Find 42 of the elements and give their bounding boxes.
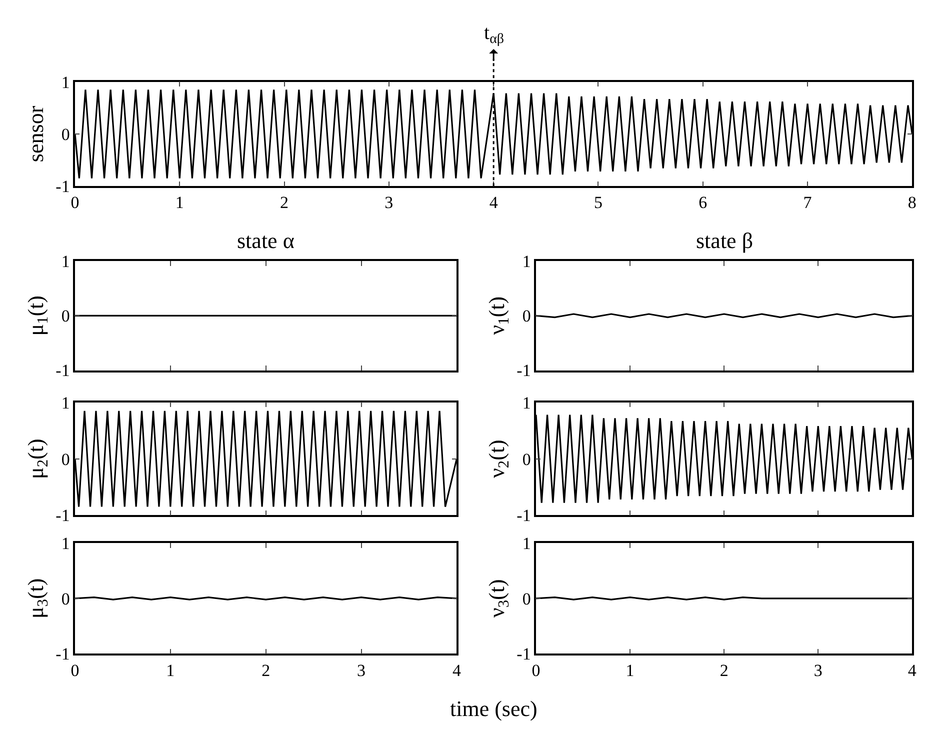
y-tick-label: 0 xyxy=(522,450,531,469)
x-tick-label: 3 xyxy=(814,660,822,680)
x-tick-label: 4 xyxy=(908,660,917,680)
y-tick-label: 1 xyxy=(522,252,531,271)
y-tick-label: -1 xyxy=(56,506,70,526)
y-tick-label: -1 xyxy=(516,644,531,664)
y-tick-label: -1 xyxy=(516,361,531,380)
y-tick-label: 0 xyxy=(61,589,70,608)
y-tick-label: 1 xyxy=(61,534,70,554)
chart-title: state β xyxy=(696,228,754,253)
y-tick-label: 1 xyxy=(61,252,70,271)
y-tick-label: 1 xyxy=(61,393,70,412)
x-tick-label: 2 xyxy=(262,660,270,680)
y-tick-label: 1 xyxy=(522,393,531,412)
y-tick-label: 1 xyxy=(61,72,70,92)
x-tick-label: 6 xyxy=(698,193,708,212)
x-tick-label: 1 xyxy=(626,660,634,680)
y-tick-label: 1 xyxy=(522,534,531,554)
x-tick-label: 4 xyxy=(489,193,498,212)
y-tick-label: 0 xyxy=(522,589,531,608)
x-tick-label: 7 xyxy=(803,193,812,212)
x-tick-label: 3 xyxy=(357,660,366,680)
x-tick-label: 2 xyxy=(720,660,728,680)
y-tick-label: 0 xyxy=(61,306,70,326)
y-tick-label: 0 xyxy=(61,450,70,469)
chart-title: state α xyxy=(237,228,295,253)
y-tick-label: 0 xyxy=(522,306,531,326)
y-tick-label: -1 xyxy=(56,361,70,380)
x-tick-label: 8 xyxy=(908,193,916,212)
ref-line-label: t$_{αβ}$ xyxy=(484,22,504,48)
x-axis-title: time (sec) xyxy=(450,696,538,721)
y-axis-title: sensor xyxy=(22,105,48,162)
y-tick-label: -1 xyxy=(56,177,70,196)
x-tick-label: 2 xyxy=(280,193,289,212)
x-tick-label: 5 xyxy=(594,193,602,212)
x-tick-label: 1 xyxy=(175,193,184,212)
y-tick-label: -1 xyxy=(56,644,70,664)
x-tick-label: 4 xyxy=(452,660,462,680)
y-tick-label: 0 xyxy=(61,124,70,144)
x-tick-label: 3 xyxy=(384,193,394,212)
x-tick-label: 1 xyxy=(166,660,175,680)
y-tick-label: -1 xyxy=(516,506,531,526)
